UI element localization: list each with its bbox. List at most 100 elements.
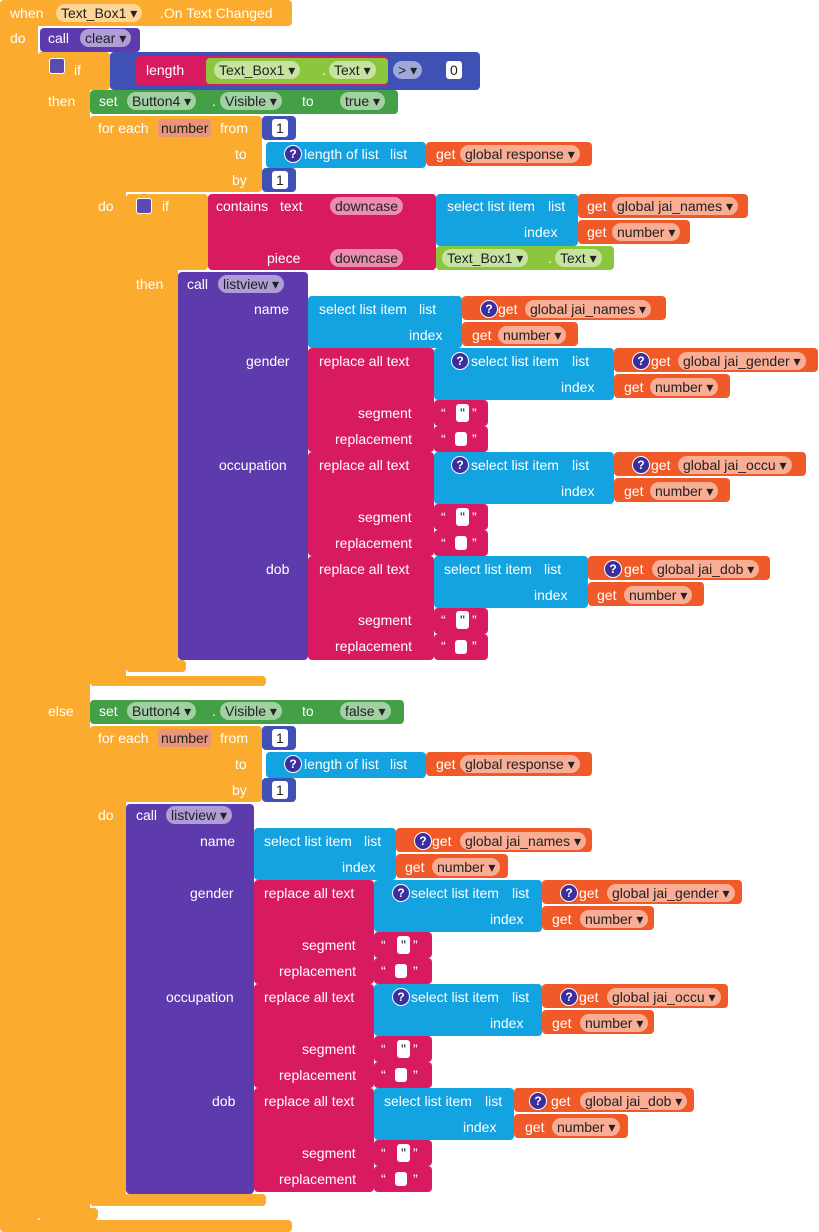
variable-name[interactable]: number: [158, 729, 212, 747]
help-icon: ?: [632, 456, 650, 474]
block-label: then: [136, 276, 164, 292]
block[interactable]: [90, 1194, 266, 1206]
block[interactable]: [90, 116, 126, 686]
block-label: ”: [413, 937, 418, 953]
block[interactable]: [254, 828, 396, 880]
block[interactable]: [254, 880, 374, 984]
variable-name[interactable]: number: [158, 119, 212, 137]
dropdown[interactable]: number ▾: [432, 858, 501, 876]
block-label: replacement: [279, 1067, 357, 1083]
dropdown[interactable]: number ▾: [552, 1118, 621, 1136]
block[interactable]: [90, 676, 266, 686]
mutator-gear[interactable]: [49, 58, 65, 74]
block-label: piece: [267, 250, 301, 266]
block[interactable]: [308, 348, 434, 452]
dropdown[interactable]: number ▾: [498, 326, 567, 344]
dropdown[interactable]: > ▾: [393, 61, 423, 79]
block-label: ”: [413, 963, 418, 979]
help-icon: ?: [529, 1092, 547, 1110]
block[interactable]: [308, 296, 462, 348]
dropdown[interactable]: clear ▾: [80, 29, 132, 47]
dropdown[interactable]: Button4 ▾: [127, 92, 197, 110]
text-field[interactable]: [395, 1172, 407, 1186]
dropdown[interactable]: downcase: [330, 249, 404, 267]
block[interactable]: [0, 1220, 292, 1232]
dropdown[interactable]: number ▾: [624, 586, 693, 604]
field[interactable]: ": [397, 1040, 410, 1058]
dropdown[interactable]: downcase: [330, 197, 404, 215]
block[interactable]: [308, 452, 434, 556]
dropdown[interactable]: Button4 ▾: [127, 702, 197, 720]
field[interactable]: ": [397, 936, 410, 954]
block-label: get: [551, 1093, 571, 1109]
block-label: select list item: [384, 1093, 472, 1109]
dropdown[interactable]: false ▾: [340, 702, 391, 720]
block[interactable]: [178, 272, 308, 660]
block-label: ”: [472, 535, 477, 551]
text-field[interactable]: [395, 1068, 407, 1082]
dropdown[interactable]: global jai_names ▾: [525, 300, 651, 318]
block[interactable]: [434, 556, 588, 608]
dropdown[interactable]: number ▾: [650, 378, 719, 396]
dropdown[interactable]: listview ▾: [218, 275, 285, 293]
block[interactable]: [38, 52, 90, 1220]
dropdown[interactable]: Visible ▾: [220, 702, 282, 720]
block-label: index: [409, 327, 443, 343]
dropdown[interactable]: global jai_names ▾: [460, 832, 586, 850]
field[interactable]: 1: [272, 729, 288, 747]
field[interactable]: ": [456, 404, 469, 422]
dropdown[interactable]: global jai_gender ▾: [678, 352, 806, 370]
block-label: replace all text: [319, 561, 410, 577]
dropdown[interactable]: number ▾: [650, 482, 719, 500]
block[interactable]: [254, 1088, 374, 1192]
field[interactable]: ": [456, 508, 469, 526]
text-field[interactable]: [455, 640, 467, 654]
field[interactable]: 0: [446, 61, 462, 79]
dropdown[interactable]: Text ▾: [555, 249, 602, 267]
mutator-gear[interactable]: [136, 198, 152, 214]
block[interactable]: [38, 1208, 98, 1220]
block[interactable]: [0, 0, 38, 1232]
dropdown[interactable]: global jai_dob ▾: [652, 560, 760, 578]
field[interactable]: ": [397, 1144, 410, 1162]
block[interactable]: [436, 194, 578, 246]
block-label: get: [552, 911, 572, 927]
block-label: .: [548, 250, 552, 266]
text-field[interactable]: [455, 432, 467, 446]
dropdown[interactable]: global jai_occu ▾: [678, 456, 792, 474]
block-label: length of list: [304, 756, 379, 772]
dropdown[interactable]: global response ▾: [460, 755, 580, 773]
dropdown[interactable]: global jai_gender ▾: [607, 884, 735, 902]
block[interactable]: [374, 1088, 514, 1140]
dropdown[interactable]: true ▾: [340, 92, 386, 110]
block-label: for each: [98, 730, 149, 746]
block[interactable]: [126, 660, 186, 672]
field[interactable]: ": [456, 611, 469, 629]
block[interactable]: [126, 194, 178, 672]
dropdown[interactable]: Text ▾: [329, 61, 376, 79]
block-label: “: [381, 1041, 386, 1057]
dropdown[interactable]: number ▾: [580, 1014, 649, 1032]
dropdown[interactable]: number ▾: [612, 223, 681, 241]
dropdown[interactable]: Text_Box1 ▾: [214, 61, 301, 79]
field[interactable]: 1: [272, 781, 288, 799]
block[interactable]: [90, 726, 126, 1206]
dropdown[interactable]: Text_Box1 ▾: [56, 4, 143, 22]
dropdown[interactable]: global jai_dob ▾: [580, 1092, 688, 1110]
dropdown[interactable]: global jai_names ▾: [612, 197, 738, 215]
dropdown[interactable]: listview ▾: [166, 806, 233, 824]
text-field[interactable]: [395, 964, 407, 978]
block[interactable]: [254, 984, 374, 1088]
dropdown[interactable]: Text_Box1 ▾: [442, 249, 529, 267]
block[interactable]: [0, 0, 292, 26]
block[interactable]: [308, 556, 434, 660]
dropdown[interactable]: Visible ▾: [220, 92, 282, 110]
block[interactable]: [126, 804, 254, 1194]
text-field[interactable]: [455, 536, 467, 550]
field[interactable]: 1: [272, 171, 288, 189]
dropdown[interactable]: global jai_occu ▾: [607, 988, 721, 1006]
block-label: index: [342, 859, 376, 875]
field[interactable]: 1: [272, 119, 288, 137]
dropdown[interactable]: global response ▾: [460, 145, 580, 163]
dropdown[interactable]: number ▾: [580, 910, 649, 928]
